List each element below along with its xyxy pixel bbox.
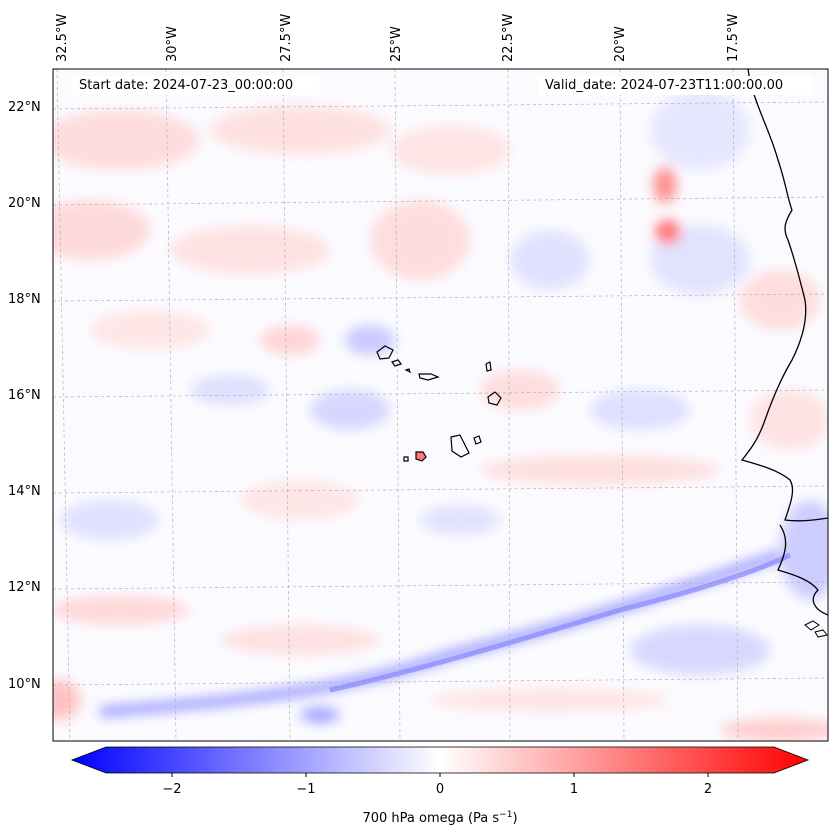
africa-coastline	[740, 69, 828, 522]
valid-date-label: Valid_date: 2024-07-23T11:00:00.00	[538, 76, 813, 95]
colorbar-tick-0: 0	[436, 782, 444, 797]
africa-coastline-south	[777, 524, 828, 616]
map-frame	[52, 68, 829, 742]
gridlines	[53, 69, 828, 741]
lon-label-17-5w: 17.5°W	[726, 14, 741, 62]
lat-label-22n: 22°N	[8, 100, 41, 115]
lat-label-18n: 18°N	[8, 292, 41, 307]
colorbar-tick-2: 2	[704, 782, 712, 797]
colorbar-label-end: )	[512, 811, 517, 826]
lon-label-22-5w: 22.5°W	[501, 14, 516, 62]
colorbar-label-main: 700 hPa omega (Pa s	[362, 811, 499, 826]
lat-label-10n: 10°N	[8, 677, 41, 692]
lat-label-14n: 14°N	[8, 484, 41, 499]
colorbar-gradient	[70, 746, 810, 774]
colorbar-label-exp: −1	[499, 810, 512, 820]
latitude-labels: 22°N 20°N 18°N 16°N 14°N 12°N 10°N	[8, 100, 41, 692]
lat-label-16n: 16°N	[8, 388, 41, 403]
lon-label-20w: 20°W	[613, 26, 628, 62]
cape-verde-islands	[376, 345, 502, 462]
colorbar-tick-neg1: −1	[296, 782, 315, 797]
colorbar: −2 −1 0 1 2 700 hPa omega (Pa s−1)	[70, 746, 810, 826]
start-date-label: Start date: 2024-07-23_00:00:00	[72, 76, 319, 95]
lon-label-30w: 30°W	[165, 26, 180, 62]
bijagos-islands	[804, 620, 828, 638]
colorbar-label: 700 hPa omega (Pa s−1)	[362, 810, 517, 826]
blue-band	[99, 550, 782, 717]
lat-label-20n: 20°N	[8, 196, 41, 211]
map-panel	[53, 69, 828, 741]
colorbar-tick-1: 1	[570, 782, 578, 797]
lon-label-32-5w: 32.5°W	[55, 14, 70, 62]
lon-label-25w: 25°W	[389, 26, 404, 62]
colorbar-tick-neg2: −2	[162, 782, 181, 797]
lon-label-27-5w: 27.5°W	[279, 14, 294, 62]
lat-label-12n: 12°N	[8, 580, 41, 595]
longitude-labels: 32.5°W 30°W 27.5°W 25°W 22.5°W 20°W 17.5…	[55, 14, 741, 62]
blue-band-core	[329, 552, 792, 693]
